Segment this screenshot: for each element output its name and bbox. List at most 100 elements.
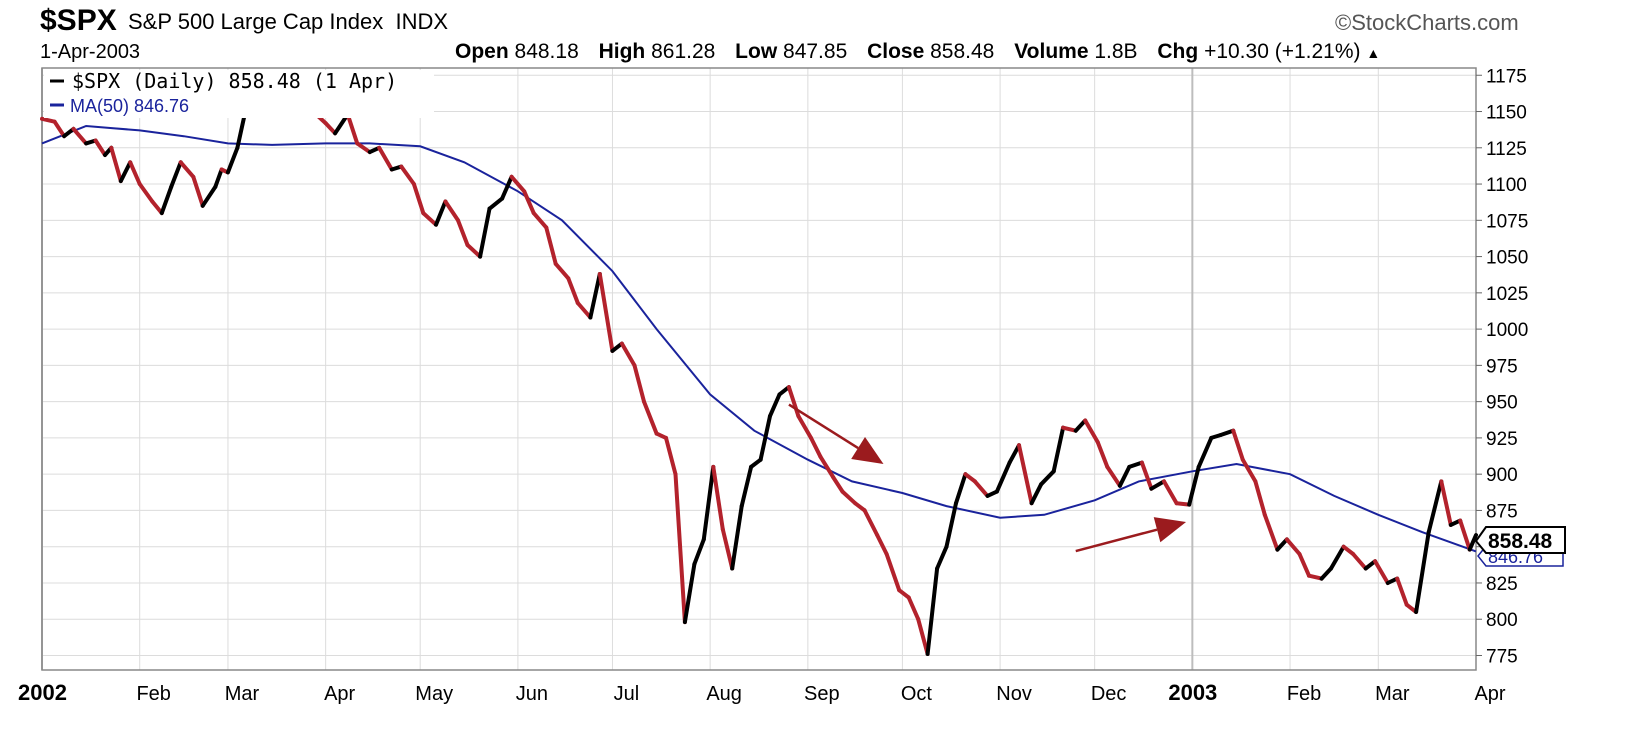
price-segment — [1105, 464, 1122, 488]
plot-frame — [41, 67, 1477, 671]
price-segment — [711, 464, 725, 532]
x-tick-label: Feb — [136, 683, 170, 705]
price-segment — [1373, 559, 1390, 585]
price-segment — [93, 138, 107, 157]
x-tick-label: 2002 — [18, 680, 67, 705]
price-segment — [566, 276, 580, 305]
price-segment — [1095, 440, 1110, 469]
price-segment — [730, 504, 744, 571]
x-tick-label: 2003 — [1168, 680, 1217, 705]
price-segment — [1329, 544, 1346, 571]
price-segment — [632, 363, 646, 404]
x-tick-label: Nov — [996, 683, 1032, 705]
y-tick-label: 1100 — [1486, 175, 1527, 196]
price-stats: Open 848.18 High 861.28 Low 847.85 Close… — [455, 40, 1380, 64]
price-segment — [52, 119, 67, 139]
stat-open-label: Open — [455, 40, 509, 63]
price-segment — [954, 472, 968, 506]
price-segment — [434, 199, 448, 227]
price-segment — [701, 464, 716, 542]
price-segment — [487, 196, 505, 211]
stat-volume-value: 1.8B — [1094, 40, 1138, 63]
price-segment — [1149, 479, 1166, 491]
price-segment — [345, 112, 360, 146]
price-segment — [118, 160, 133, 184]
stat-high-label: High — [598, 40, 646, 63]
watermark-text: StockCharts.com — [1351, 10, 1519, 35]
price-segment — [1426, 479, 1444, 535]
price-segment — [355, 141, 372, 155]
price-segment — [1061, 425, 1078, 433]
price-segment — [150, 199, 164, 216]
price-series — [40, 83, 1478, 656]
y-tick-label: 925 — [1486, 429, 1518, 450]
price-segment — [399, 164, 416, 186]
price-segment — [465, 243, 483, 259]
y-tick-label: 1150 — [1486, 103, 1527, 124]
stat-chg-value: +10.30 (+1.21%) — [1204, 40, 1361, 63]
price-segment — [1218, 428, 1236, 437]
x-tick-label: Apr — [1474, 683, 1505, 705]
price-segment — [1458, 518, 1472, 552]
price-segment — [1319, 566, 1333, 581]
price-segment — [509, 174, 527, 194]
last-value-labels: 846.76 858.48 — [1474, 526, 1566, 567]
price-segment — [1051, 425, 1066, 474]
price-segment — [443, 199, 460, 223]
price-segment — [1117, 464, 1132, 488]
price-segment — [664, 435, 678, 477]
price-segment — [720, 527, 735, 571]
exchange-label: INDX — [395, 9, 449, 34]
stat-low-value: 847.85 — [783, 40, 848, 63]
price-segment — [786, 385, 801, 419]
price-segment — [137, 182, 155, 204]
price-segment — [531, 211, 549, 230]
x-tick-label: Dec — [1091, 683, 1127, 705]
price-segment — [1007, 443, 1021, 465]
price-segment — [809, 435, 823, 459]
y-tick-label: 1050 — [1486, 248, 1528, 269]
y-tick-label: 775 — [1486, 646, 1518, 667]
price-segment — [109, 145, 123, 184]
price-segment — [884, 552, 902, 593]
trend-arrow-head — [851, 437, 884, 465]
trend-arrow-shaft — [788, 403, 859, 450]
x-axis: 2002 Feb Mar Apr May Jun Jul Aug Sep Oct Nov Dec 200… — [18, 680, 1506, 705]
price-segment — [597, 272, 615, 353]
price-segment — [1127, 460, 1144, 469]
price-segment — [1467, 533, 1478, 552]
price-segment — [682, 562, 697, 625]
price-segment — [619, 341, 637, 368]
price-segment — [739, 464, 754, 509]
price-segment — [1196, 435, 1214, 469]
x-tick-label: Mar — [1375, 683, 1410, 705]
up-triangle-icon: ▲ — [1366, 45, 1381, 61]
price-segment — [673, 472, 687, 625]
x-tick-label: Jul — [614, 683, 640, 705]
x-tick-label: Sep — [804, 683, 840, 705]
price-segment — [1253, 479, 1267, 517]
y-tick-label: 1125 — [1486, 139, 1527, 160]
price-segment — [1284, 537, 1302, 556]
index-name: S&P 500 Large Cap Index INDX — [128, 9, 448, 35]
stat-open-value: 848.18 — [514, 40, 579, 63]
price-segment — [213, 167, 224, 189]
y-tick-label: 1025 — [1486, 284, 1528, 305]
price-segment — [642, 399, 659, 436]
price-segment — [768, 392, 782, 419]
ma-series — [41, 124, 1477, 553]
price-segment — [40, 116, 57, 124]
price-segment — [906, 595, 921, 622]
watermark: ©StockCharts.com — [1335, 10, 1519, 36]
price-segment — [553, 261, 571, 281]
stat-close-value: 858.48 — [930, 40, 995, 63]
stat-close-label: Close — [867, 40, 925, 63]
price-segment — [411, 182, 426, 216]
y-tick-label: 800 — [1486, 610, 1518, 631]
price-segment — [1275, 537, 1289, 552]
price-segment — [972, 479, 990, 498]
price-segment — [500, 174, 514, 201]
price-segment — [831, 475, 845, 494]
stat-volume-label: Volume — [1014, 40, 1089, 63]
price-segment — [225, 145, 240, 175]
